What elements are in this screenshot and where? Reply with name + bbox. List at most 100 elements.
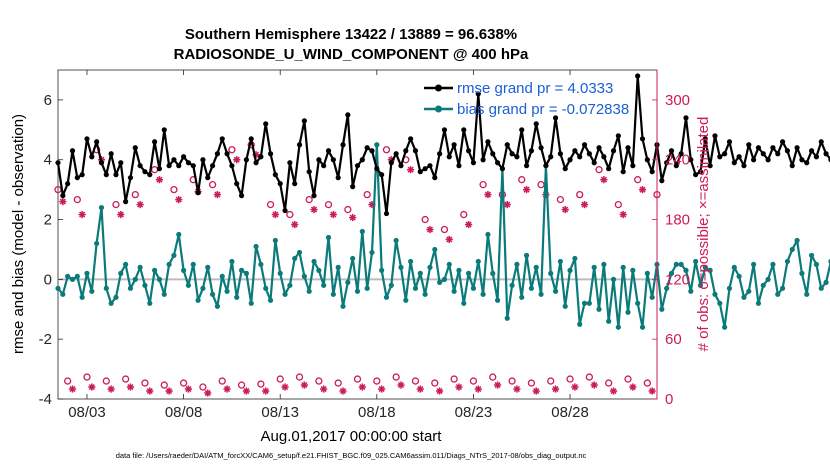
legend: rmse grand pr = 4.0333 bias grand pr = -… bbox=[424, 80, 629, 118]
bias-point bbox=[238, 267, 245, 273]
bias-point bbox=[765, 276, 771, 282]
rmse-point bbox=[65, 181, 71, 187]
rmse-point bbox=[292, 181, 298, 187]
bias-point bbox=[770, 261, 776, 268]
possible-obs-point bbox=[286, 210, 294, 219]
bias-point bbox=[258, 261, 264, 268]
left-y-tick-label: 0 bbox=[44, 271, 52, 288]
possible-obs-point bbox=[624, 375, 632, 383]
bias-point bbox=[200, 285, 206, 291]
bias-point bbox=[451, 288, 457, 294]
assimilated-obs-point bbox=[233, 156, 241, 164]
rmse-point bbox=[422, 166, 428, 172]
rmse-point bbox=[354, 163, 361, 169]
bias-point bbox=[272, 237, 278, 244]
bias-point bbox=[789, 246, 795, 253]
possible-obs-point bbox=[160, 381, 168, 389]
bias-point bbox=[630, 267, 636, 273]
bias-point bbox=[726, 285, 733, 291]
assimilated-obs-point bbox=[329, 210, 337, 219]
assimilated-obs-point bbox=[339, 387, 347, 395]
rmse-point bbox=[606, 166, 612, 172]
rmse-point bbox=[301, 118, 307, 124]
bias-point bbox=[519, 294, 525, 300]
bias-point bbox=[369, 249, 375, 256]
possible-obs-markers bbox=[54, 141, 661, 391]
bias-point bbox=[697, 282, 704, 288]
assimilated-obs-point bbox=[445, 235, 453, 244]
rmse-point bbox=[277, 181, 283, 187]
possible-obs-point bbox=[121, 375, 130, 383]
bias-point bbox=[89, 288, 95, 294]
bias-point bbox=[480, 291, 486, 297]
x-tick-label: 08/18 bbox=[358, 404, 396, 421]
rmse-point bbox=[408, 136, 414, 142]
bias-point bbox=[591, 264, 597, 270]
rmse-point bbox=[523, 163, 530, 169]
possible-obs-point bbox=[112, 200, 120, 209]
assimilated-obs-point bbox=[155, 176, 164, 184]
bias-point bbox=[514, 261, 520, 268]
rmse-point bbox=[393, 151, 399, 157]
bias-point bbox=[69, 276, 76, 282]
rmse-point bbox=[808, 148, 815, 154]
bias-point bbox=[176, 231, 182, 238]
assimilated-obs-point bbox=[580, 200, 589, 209]
bias-point bbox=[301, 273, 307, 279]
possible-obs-point bbox=[479, 181, 487, 189]
bias-point bbox=[422, 291, 428, 297]
bias-point bbox=[166, 261, 172, 268]
assimilated-obs-point bbox=[358, 383, 366, 391]
rmse-point bbox=[89, 154, 95, 160]
bias-point bbox=[325, 234, 332, 241]
assimilated-obs-point bbox=[416, 385, 424, 393]
rmse-point bbox=[552, 115, 559, 121]
bias-point bbox=[784, 258, 791, 265]
bias-point bbox=[702, 264, 708, 270]
plot-area bbox=[57, 69, 658, 400]
rmse-point bbox=[253, 160, 259, 166]
rmse-point bbox=[152, 139, 158, 145]
bias-point bbox=[606, 318, 612, 324]
rmse-point bbox=[485, 139, 491, 145]
rmse-point bbox=[499, 166, 506, 172]
x-tick-label: 08/03 bbox=[68, 404, 106, 421]
rmse-point bbox=[475, 91, 481, 97]
rmse-point bbox=[514, 154, 520, 160]
bias-point bbox=[432, 246, 438, 253]
rmse-point bbox=[306, 169, 312, 175]
rmse-point bbox=[69, 148, 76, 154]
right-y-tick-label: 240 bbox=[665, 152, 690, 169]
rmse-point bbox=[190, 163, 196, 169]
rmse-point bbox=[480, 157, 486, 163]
possible-obs-point bbox=[431, 379, 439, 387]
possible-obs-point bbox=[547, 377, 555, 385]
bias-point bbox=[118, 270, 124, 276]
possible-obs-point bbox=[353, 375, 362, 383]
bias-point bbox=[417, 270, 423, 276]
possible-obs-point bbox=[218, 377, 226, 385]
rmse-point bbox=[127, 175, 134, 181]
rmse-point bbox=[736, 154, 742, 160]
assimilated-obs-point bbox=[165, 387, 173, 395]
bias-point bbox=[98, 204, 105, 211]
rmse-point bbox=[272, 172, 278, 178]
bias-point bbox=[335, 264, 341, 270]
bias-point bbox=[625, 309, 631, 315]
rmse-point bbox=[601, 154, 607, 160]
rmse-point bbox=[316, 157, 322, 163]
bias-point bbox=[403, 297, 409, 303]
bias-point bbox=[804, 291, 810, 297]
possible-obs-point bbox=[344, 205, 352, 214]
rmse-point bbox=[572, 148, 578, 154]
possible-obs-point bbox=[334, 379, 342, 387]
bias-point bbox=[94, 240, 100, 247]
assimilated-obs-point bbox=[310, 205, 318, 214]
rmse-point bbox=[741, 163, 747, 169]
rmse-point bbox=[722, 151, 728, 157]
left-y-tick-label: 6 bbox=[44, 92, 52, 109]
bias-point bbox=[639, 324, 646, 330]
rmse-point bbox=[577, 154, 583, 160]
bias-point bbox=[649, 294, 655, 300]
assimilated-obs-point bbox=[590, 381, 598, 389]
